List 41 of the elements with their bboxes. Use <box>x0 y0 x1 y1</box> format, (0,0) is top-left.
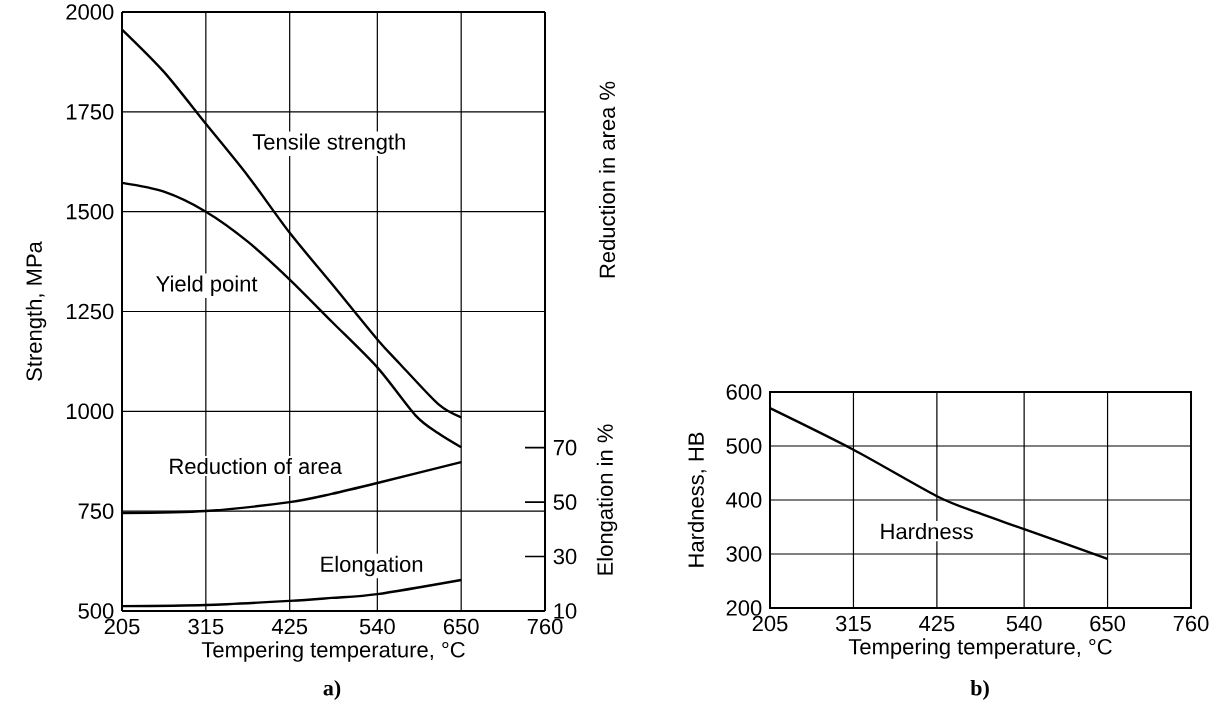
series-label: Elongation <box>321 555 423 577</box>
y2-tick-label: 50 <box>553 494 577 510</box>
series-label: Yield point <box>156 275 258 296</box>
series-label: Hardness <box>881 523 973 540</box>
x-tick-label: 425 <box>271 618 308 635</box>
y-tick-label: 1250 <box>67 303 114 320</box>
series-label: Tensile strength <box>252 133 405 155</box>
y-tick-label: 750 <box>78 503 114 519</box>
y-tick-label: 1750 <box>67 104 114 120</box>
x-tick-label: 425 <box>919 615 955 632</box>
y-tick-label: 2000 <box>66 4 114 20</box>
x-tick-label: 540 <box>359 618 395 635</box>
y-tick-label: 300 <box>726 546 762 562</box>
y-tick-label: 1000 <box>67 403 114 420</box>
y-tick-label: 500 <box>726 438 762 454</box>
x-tick-label: 205 <box>104 618 140 635</box>
x-tick-label: 205 <box>752 615 788 632</box>
y2-tick-label: 70 <box>553 439 577 456</box>
x-tick-label: 650 <box>443 618 479 635</box>
x-axis-title: Tempering temperature, °C <box>201 641 465 662</box>
y-axis-title: Strength, MPa <box>25 241 47 381</box>
text: Reduction in area % <box>598 81 616 278</box>
y-tick-label: 1500 <box>67 203 114 220</box>
x-tick-label: 315 <box>188 618 224 635</box>
x-tick-label: 760 <box>527 618 563 635</box>
series-label: Reduction of area <box>170 457 343 475</box>
x-tick-label: 540 <box>1006 615 1042 632</box>
y-tick-label: 400 <box>726 492 762 508</box>
y-tick-label: 200 <box>726 600 762 616</box>
x-tick-label: 315 <box>835 615 871 632</box>
x-axis-title: Tempering temperature, °C <box>848 638 1112 659</box>
y-axis-title: Hardness, HB <box>687 432 707 567</box>
x-tick-label: 760 <box>1173 615 1209 632</box>
text: a) <box>323 680 341 700</box>
y2-tick-label: 30 <box>553 548 577 565</box>
y-tick-label: 600 <box>726 384 762 400</box>
y2-tick-label: 10 <box>554 603 577 619</box>
y2-axis-title: Elongation in % <box>596 424 618 575</box>
text: b) <box>970 680 989 700</box>
x-tick-label: 650 <box>1090 615 1126 632</box>
y-tick-label: 500 <box>78 603 114 619</box>
